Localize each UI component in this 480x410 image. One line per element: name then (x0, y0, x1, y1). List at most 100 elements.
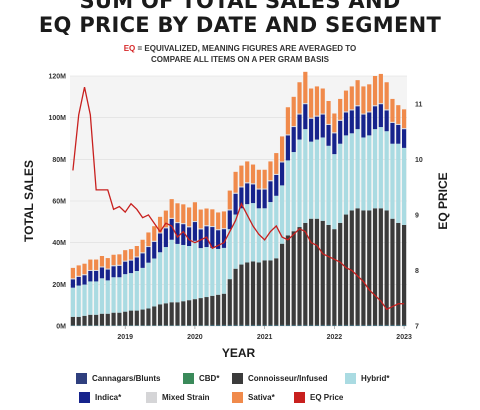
bar-segment (291, 127, 296, 153)
bar-segment (204, 297, 209, 326)
bar-segment (384, 82, 389, 110)
bar-segment (309, 118, 314, 142)
bar-segment (134, 256, 139, 258)
bar-segment (396, 124, 401, 144)
bar-segment (268, 260, 273, 325)
bar-segment (268, 161, 273, 181)
bar-segment (256, 325, 261, 327)
bar-segment (367, 111, 372, 113)
bar-segment (390, 98, 395, 122)
bar-segment (216, 294, 221, 325)
bar-segment (361, 86, 366, 114)
bar-segment (250, 203, 256, 262)
bar-segment (117, 312, 122, 326)
bar-segment (256, 189, 261, 209)
bar-segment (233, 214, 238, 269)
legend-swatch-hybrid (345, 373, 356, 385)
bar-segment (372, 129, 378, 209)
bar-segment (198, 248, 203, 299)
bar-segment (355, 208, 360, 325)
chart-title-line1: SUM OF TOTAL SALES AND (79, 0, 401, 13)
bar-segment (245, 204, 250, 263)
bar-segment (99, 266, 105, 268)
bar-segment (279, 161, 285, 163)
bar-segment (314, 115, 320, 117)
bar-segment (326, 224, 331, 325)
bar-segment (367, 325, 372, 327)
bar-segment (326, 101, 331, 124)
bar-segment (361, 113, 366, 115)
bar-segment (314, 86, 320, 116)
bar-segment (192, 202, 198, 221)
bar-segment (134, 257, 139, 271)
bar-segment (338, 222, 343, 325)
bar-segment (111, 312, 116, 326)
bar-segment (279, 185, 285, 244)
bar-segment (70, 267, 75, 279)
bar-segment (250, 164, 256, 184)
bar-segment (198, 229, 203, 249)
bar-segment (372, 76, 378, 106)
bar-segment (227, 190, 232, 210)
bar-segment (187, 300, 192, 326)
bar-segment (157, 304, 163, 326)
bar-segment (309, 325, 314, 327)
bar-segment (227, 210, 232, 230)
bar-segment (274, 258, 279, 325)
bar-segment (378, 127, 383, 209)
bar-segment (175, 302, 180, 326)
legend-item-cbd: CBD* (183, 373, 220, 385)
bar-segment (227, 229, 232, 280)
bar-segment (390, 218, 395, 325)
y-tick-label: 80M (52, 157, 66, 164)
legend-item-hybrid: Hybrid* (345, 373, 389, 385)
legend-swatch-connoisseur (232, 373, 243, 385)
bar-segment (343, 90, 349, 112)
bar-segment (332, 325, 337, 327)
bar-segment (105, 268, 110, 270)
bar-segment (361, 114, 366, 138)
bar-segment (88, 281, 93, 315)
y-tick-label: 40M (52, 240, 66, 247)
y-tick-label: 60M (52, 199, 66, 206)
bar-segment (146, 308, 151, 326)
bar-segment (82, 263, 87, 275)
bar-segment (355, 80, 360, 106)
bar-segment (262, 188, 267, 190)
bar-segment (372, 106, 378, 130)
bar-segment (239, 186, 244, 188)
bar-segment (76, 265, 81, 276)
x-tick-label: 2019 (117, 334, 133, 341)
x-axis-title: YEAR (222, 346, 256, 360)
bar-segment (291, 152, 296, 232)
bar-segment (349, 110, 354, 134)
bar-segment (198, 209, 203, 229)
x-tick-label: 2021 (257, 334, 273, 341)
bar-segment (343, 111, 349, 113)
bar-segment (326, 145, 331, 225)
bar-segment (320, 114, 325, 138)
x-tick-label: 2022 (327, 334, 343, 341)
bar-segment (99, 278, 105, 314)
bar-segment (128, 259, 134, 261)
legend-label-cbd: CBD* (199, 374, 220, 383)
bar-segment (233, 268, 238, 325)
bar-segment (94, 269, 99, 271)
bar-segment (204, 247, 209, 298)
legend-label-eq-price: EQ Price (310, 393, 344, 402)
subtitle-eq-prefix: EQ (123, 44, 136, 53)
bar-segment (94, 271, 99, 282)
bar-segment (402, 109, 407, 129)
bar-segment (239, 325, 244, 327)
bar-segment (140, 309, 145, 326)
bar-segment (175, 222, 180, 224)
bar-segment (140, 253, 145, 268)
bar-segment (210, 247, 215, 296)
y2-tick-label: 11 (415, 101, 423, 108)
bar-segment (88, 271, 93, 282)
bar-segment (111, 277, 116, 313)
bar-segment (70, 287, 75, 317)
bar-segment (181, 204, 186, 224)
bar-segment (268, 181, 273, 203)
bar-segment (349, 325, 354, 327)
